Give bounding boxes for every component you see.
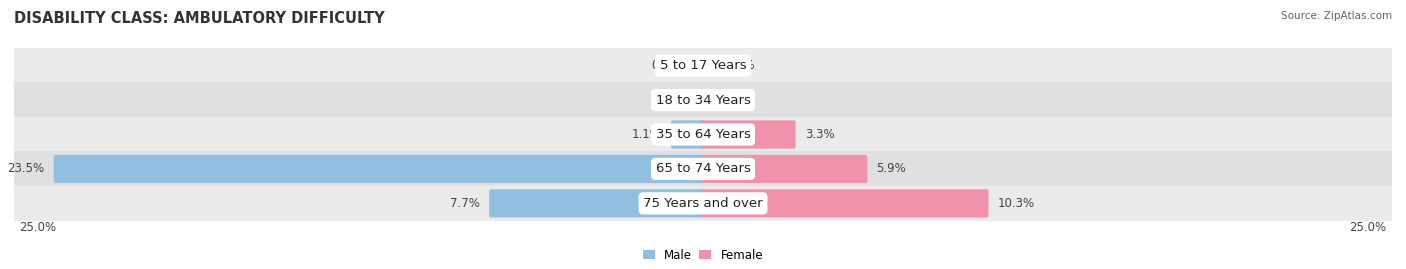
FancyBboxPatch shape <box>14 116 1392 153</box>
Text: 75 Years and over: 75 Years and over <box>643 197 763 210</box>
Text: 5.9%: 5.9% <box>876 162 907 175</box>
FancyBboxPatch shape <box>53 155 704 183</box>
Text: 1.1%: 1.1% <box>631 128 662 141</box>
FancyBboxPatch shape <box>14 185 1392 221</box>
Text: 10.3%: 10.3% <box>998 197 1035 210</box>
FancyBboxPatch shape <box>702 189 988 217</box>
Text: DISABILITY CLASS: AMBULATORY DIFFICULTY: DISABILITY CLASS: AMBULATORY DIFFICULTY <box>14 11 385 26</box>
FancyBboxPatch shape <box>14 48 1392 84</box>
Text: 18 to 34 Years: 18 to 34 Years <box>655 94 751 107</box>
FancyBboxPatch shape <box>702 155 868 183</box>
Text: 0.0%: 0.0% <box>725 94 755 107</box>
Text: 3.3%: 3.3% <box>806 128 835 141</box>
Text: 5 to 17 Years: 5 to 17 Years <box>659 59 747 72</box>
Text: 35 to 64 Years: 35 to 64 Years <box>655 128 751 141</box>
Text: 23.5%: 23.5% <box>7 162 45 175</box>
FancyBboxPatch shape <box>14 151 1392 187</box>
Text: 0.0%: 0.0% <box>651 94 681 107</box>
FancyBboxPatch shape <box>671 121 704 148</box>
Text: 0.0%: 0.0% <box>725 59 755 72</box>
Text: 0.0%: 0.0% <box>651 59 681 72</box>
Text: 25.0%: 25.0% <box>1350 221 1386 233</box>
Text: 7.7%: 7.7% <box>450 197 479 210</box>
FancyBboxPatch shape <box>14 82 1392 118</box>
Legend: Male, Female: Male, Female <box>638 244 768 266</box>
Text: 65 to 74 Years: 65 to 74 Years <box>655 162 751 175</box>
FancyBboxPatch shape <box>489 189 704 217</box>
Text: 25.0%: 25.0% <box>20 221 56 233</box>
FancyBboxPatch shape <box>702 121 796 148</box>
Text: Source: ZipAtlas.com: Source: ZipAtlas.com <box>1281 11 1392 21</box>
